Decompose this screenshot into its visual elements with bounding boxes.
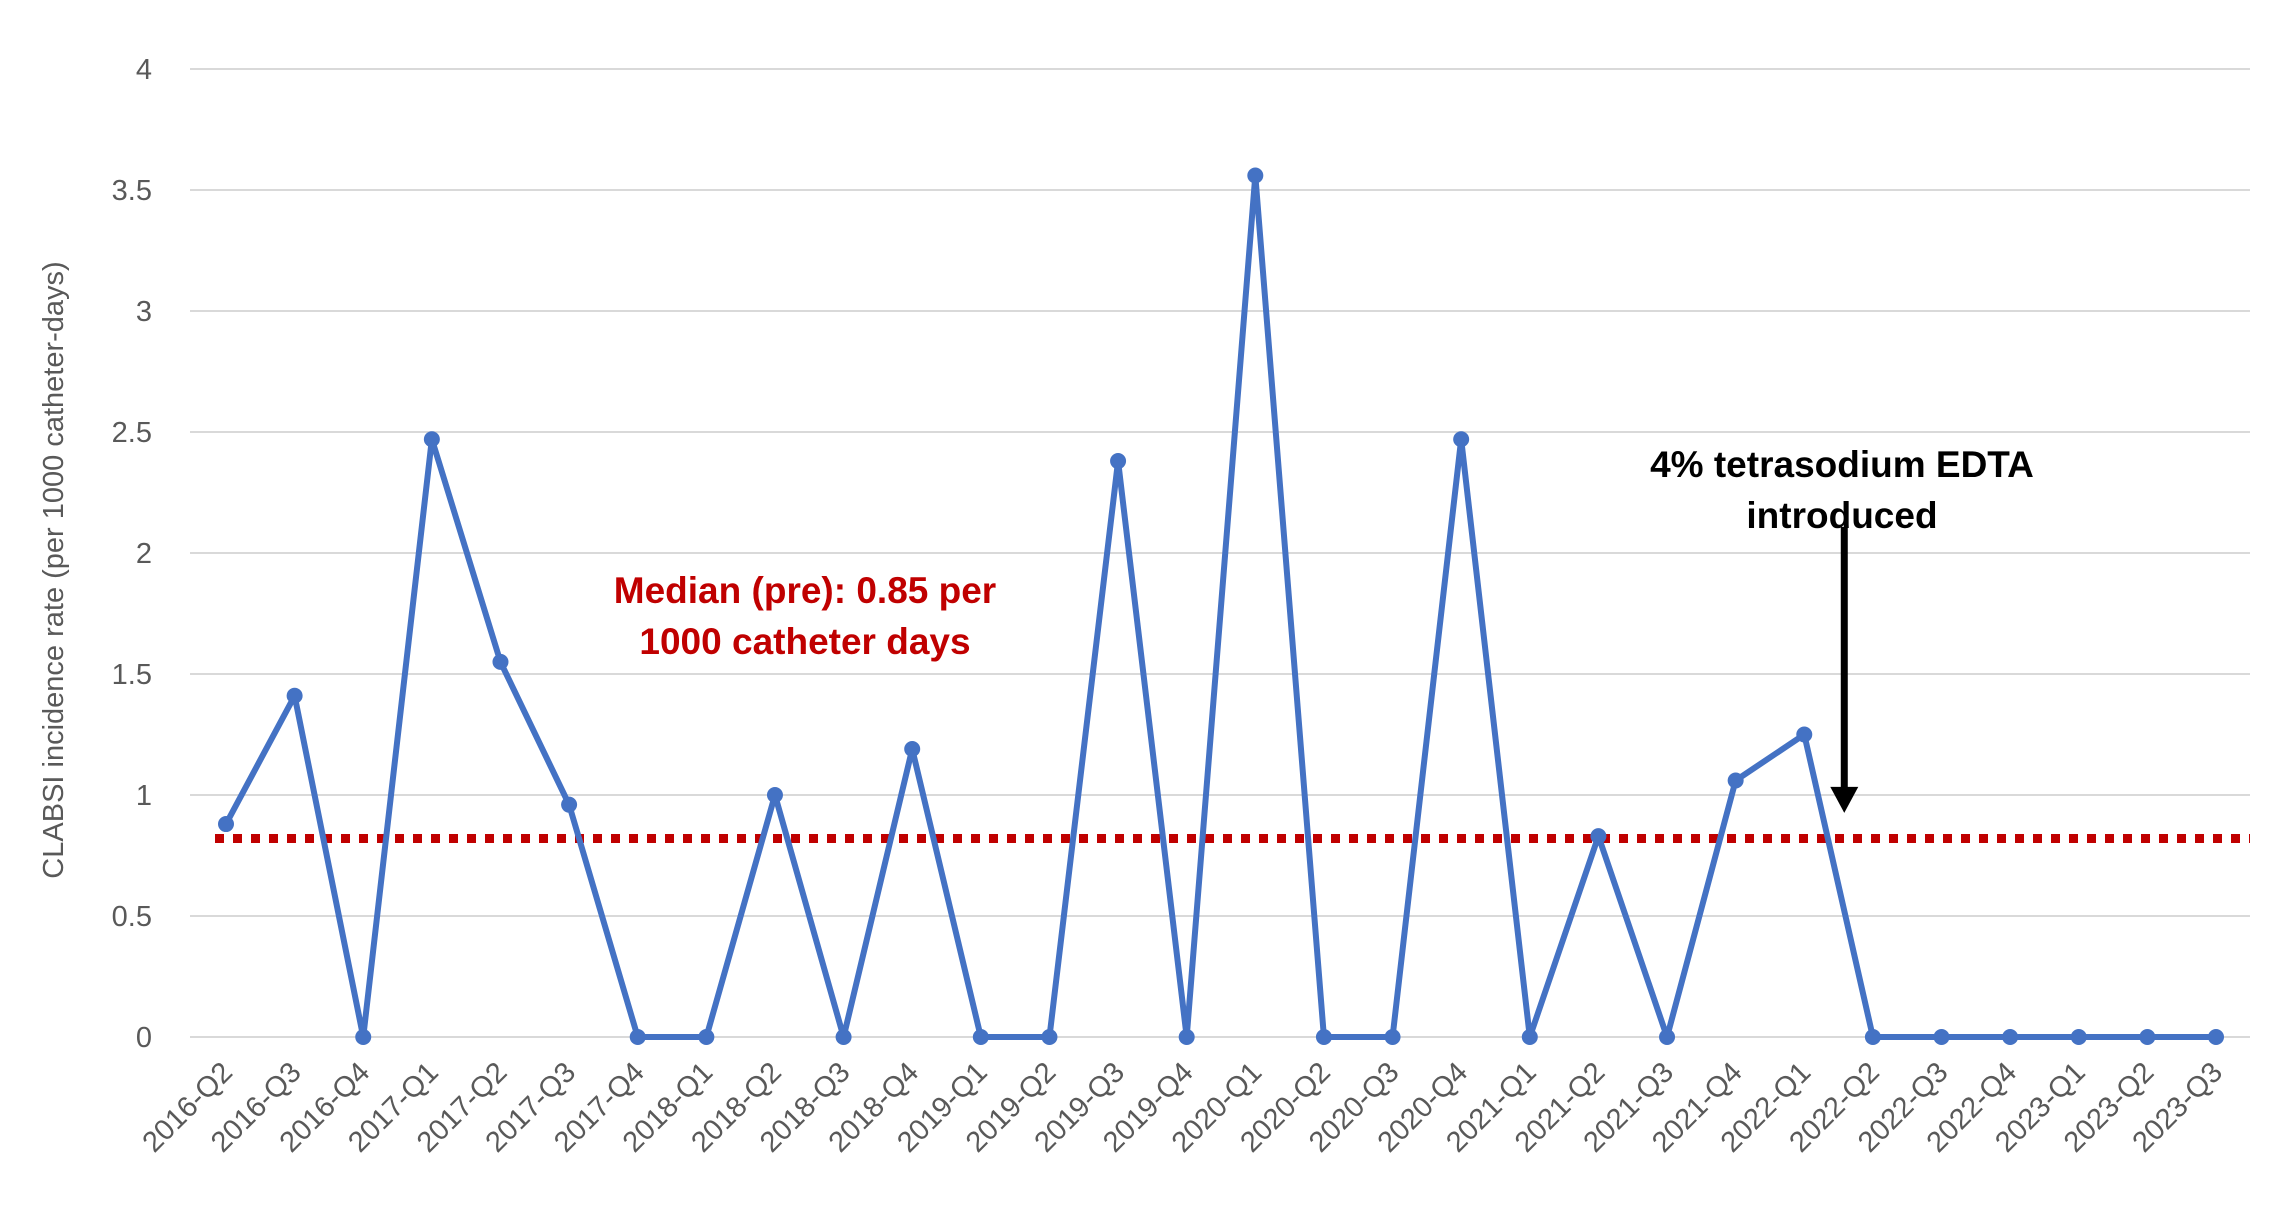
y-tick-label: 2: [136, 538, 152, 570]
data-point: [1178, 1029, 1195, 1045]
data-point: [1041, 1029, 1058, 1045]
data-point: [1453, 431, 1470, 448]
data-point: [218, 816, 234, 833]
series-line: [223, 172, 2216, 1040]
data-point: [698, 1029, 715, 1045]
data-point: [1933, 1029, 1950, 1045]
data-point: [561, 796, 578, 813]
data-point: [492, 653, 509, 670]
data-point: [766, 787, 783, 803]
data-point: [1796, 726, 1813, 743]
annotation-arrow-head: [1830, 786, 1859, 813]
data-point: [1590, 828, 1607, 845]
y-axis-label: CLABSI incidence rate (per 1000 catheter…: [38, 261, 70, 878]
y-tick-label: 2.5: [112, 417, 152, 449]
y-tick-label: 0.5: [112, 901, 152, 933]
data-point: [1384, 1029, 1401, 1045]
data-point: [1315, 1029, 1332, 1045]
data-point: [629, 1029, 646, 1045]
data-point: [2002, 1029, 2019, 1045]
data-point: [1659, 1029, 1676, 1045]
data-point: [1247, 167, 1264, 184]
median-label-line2: 1000 catheter days: [639, 621, 970, 662]
data-point: [904, 741, 921, 758]
data-point: [2070, 1029, 2087, 1045]
median-label-line1: Median (pre): 0.85 per: [614, 570, 996, 611]
y-tick-label: 0: [136, 1022, 152, 1054]
data-point: [835, 1029, 852, 1045]
data-point: [355, 1029, 372, 1045]
data-point: [423, 431, 440, 448]
data-point: [1521, 1029, 1538, 1045]
data-point: [2139, 1029, 2156, 1045]
y-tick-label: 1.5: [112, 659, 152, 691]
annotation: Median (pre): 0.85 per 1000 catheter day…: [614, 444, 2034, 813]
y-axis-ticks: 0 0.5 1 1.5 2 2.5 3 3.5 4: [112, 54, 152, 1054]
data-point: [972, 1029, 989, 1045]
y-tick-label: 3: [136, 296, 152, 328]
gridlines: [190, 68, 2250, 1038]
y-tick-label: 4: [136, 54, 152, 86]
data-point: [1727, 772, 1744, 789]
data-point: [2208, 1029, 2224, 1045]
data-point: [1110, 453, 1127, 470]
data-point: [286, 687, 303, 704]
data-point: [1864, 1029, 1881, 1045]
x-axis-ticks: 2016-Q22016-Q32016-Q42017-Q12017-Q22017-…: [137, 1056, 2229, 1158]
y-tick-label: 1: [136, 780, 152, 812]
series-clabsi-rate: [218, 167, 2224, 1045]
edta-note-line1: 4% tetrasodium EDTA: [1650, 444, 2034, 485]
y-tick-label: 3.5: [112, 175, 152, 207]
